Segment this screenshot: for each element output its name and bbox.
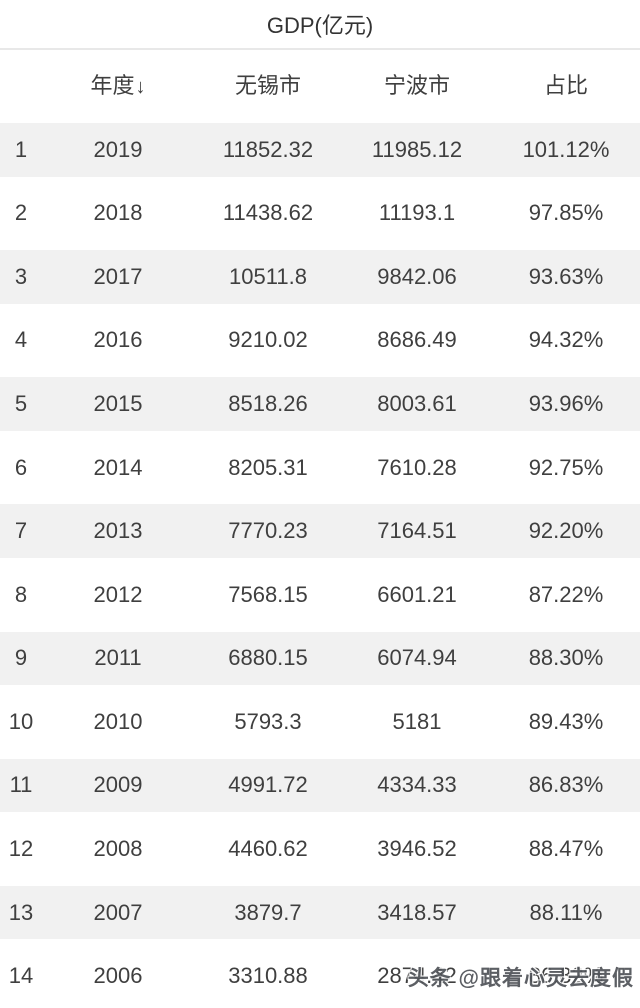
table-row: 4 2016 9210.02 8686.49 94.32%: [0, 308, 640, 373]
cell-index: 6: [14, 454, 28, 480]
cell-ningbo: 9842.06: [377, 263, 457, 289]
cell-ratio: 93.96%: [528, 391, 604, 417]
cell-index: 3: [14, 263, 28, 289]
watermark: 头条 @跟着心灵去度假: [407, 967, 634, 990]
table-header: 年度↓ 无锡市 宁波市 占比: [0, 50, 640, 118]
cell-ningbo: 8686.49: [377, 327, 457, 353]
cell-ningbo: 6074.94: [377, 645, 457, 671]
cell-wuxi: 4460.62: [228, 835, 308, 861]
cell-wuxi: 11438.62: [222, 200, 314, 226]
table-row: 6 2014 8205.31 7610.28 92.75%: [0, 435, 640, 500]
cell-index: 5: [14, 391, 28, 417]
cell-ratio: 93.63%: [528, 263, 604, 289]
cell-index: 14: [8, 963, 34, 989]
cell-year: 2015: [93, 391, 143, 417]
header-wuxi[interactable]: 无锡市: [234, 73, 301, 98]
cell-ningbo: 7610.28: [377, 454, 457, 480]
cell-ratio: 86.83%: [528, 772, 604, 798]
cell-wuxi: 8205.31: [228, 454, 308, 480]
cell-wuxi: 7568.15: [228, 581, 308, 607]
cell-ratio: 87.22%: [528, 581, 604, 607]
cell-wuxi: 7770.23: [228, 518, 308, 544]
cell-year: 2009: [93, 772, 143, 798]
cell-year: 2011: [94, 645, 142, 671]
cell-year: 2019: [93, 136, 143, 162]
cell-ningbo: 2874.42: [377, 963, 457, 989]
cell-index: 10: [8, 708, 34, 734]
header-year-label: 年度: [90, 73, 135, 98]
cell-ningbo: 11985.12: [371, 136, 463, 162]
cell-ningbo: 4334.33: [377, 772, 457, 798]
table-row: 5 2015 8518.26 8003.61 93.96%: [0, 372, 640, 436]
cell-ningbo: 3418.57: [377, 899, 457, 925]
table-body: 1 2019 11852.32 11985.12 101.12% 2 2018 11438.6…: [0, 118, 640, 1008]
sort-descending-icon: ↓: [135, 76, 146, 98]
cell-wuxi: 3310.88: [228, 963, 308, 989]
cell-index: 2: [14, 200, 28, 226]
cell-ningbo: 6601.21: [377, 581, 457, 607]
cell-year: 2007: [93, 899, 143, 925]
cell-index: 9: [14, 645, 28, 671]
cell-ratio: 92.20%: [528, 518, 604, 544]
cell-ratio: 97.85%: [528, 200, 604, 226]
cell-index: 13: [8, 899, 34, 925]
cell-year: 2014: [93, 454, 143, 480]
table-row: 7 2013 7770.23 7164.51 92.20%: [0, 499, 640, 563]
cell-ratio: 89.43%: [528, 708, 604, 734]
cell-index: 11: [9, 772, 33, 798]
cell-index: 4: [14, 327, 28, 353]
cell-ratio: 88.11%: [529, 899, 603, 925]
cell-index: 12: [8, 835, 34, 861]
cell-wuxi: 11852.32: [222, 136, 314, 162]
cell-year: 2012: [93, 581, 143, 607]
header-year[interactable]: 年度↓: [42, 68, 194, 100]
cell-year: 2013: [93, 518, 143, 544]
cell-ratio: 86.82%: [528, 963, 604, 989]
cell-ningbo: 11193.1: [378, 200, 456, 226]
cell-year: 2006: [93, 963, 143, 989]
cell-ningbo: 3946.52: [377, 835, 457, 861]
header-ningbo[interactable]: 宁波市: [383, 73, 450, 98]
cell-index: 1: [14, 136, 28, 162]
cell-ratio: 101.12%: [522, 136, 610, 162]
cell-wuxi: 3879.7: [234, 899, 302, 925]
cell-ningbo: 8003.61: [377, 391, 457, 417]
header-ratio[interactable]: 占比: [543, 73, 588, 98]
table-row: 10 2010 5793.3 5181 89.43%: [0, 690, 640, 754]
table-row: 8 2012 7568.15 6601.21 87.22%: [0, 562, 640, 627]
cell-ratio: 92.75%: [528, 454, 604, 480]
cell-year: 2017: [93, 263, 143, 289]
cell-index: 8: [14, 581, 28, 607]
cell-year: 2018: [93, 200, 143, 226]
table-row: 11 2009 4991.72 4334.33 86.83%: [0, 754, 640, 818]
page-title: GDP(亿元): [0, 0, 640, 50]
table-row: 9 2011 6880.15 6074.94 88.30%: [0, 627, 640, 691]
table-row: 3 2017 10511.8 9842.06 93.63%: [0, 245, 640, 309]
cell-wuxi: 4991.72: [228, 772, 308, 798]
cell-wuxi: 6880.15: [228, 645, 308, 671]
cell-ningbo: 7164.51: [377, 518, 457, 544]
table-row: 2 2018 11438.62 11193.1 97.85%: [0, 181, 640, 246]
cell-ratio: 88.47%: [528, 835, 604, 861]
table-row: 1 2019 11852.32 11985.12 101.12%: [0, 118, 640, 182]
cell-year: 2008: [93, 835, 143, 861]
cell-wuxi: 8518.26: [228, 391, 308, 417]
cell-year: 2010: [93, 708, 143, 734]
cell-wuxi: 10511.8: [229, 263, 307, 289]
table-row: 12 2008 4460.62 3946.52 88.47%: [0, 817, 640, 881]
table-row: 14 2006 3310.88 2874.42 86.82%: [0, 944, 640, 1008]
cell-year: 2016: [93, 327, 143, 353]
cell-wuxi: 5793.3: [234, 708, 302, 734]
cell-ningbo: 5181: [392, 708, 442, 734]
cell-index: 7: [14, 518, 28, 544]
cell-wuxi: 9210.02: [228, 327, 308, 353]
cell-ratio: 88.30%: [528, 645, 604, 671]
cell-ratio: 94.32%: [528, 327, 604, 353]
table-row: 13 2007 3879.7 3418.57 88.11%: [0, 881, 640, 945]
gdp-table: 年度↓ 无锡市 宁波市 占比 1 2019 11852.32 11985.12 101.…: [0, 50, 640, 1008]
